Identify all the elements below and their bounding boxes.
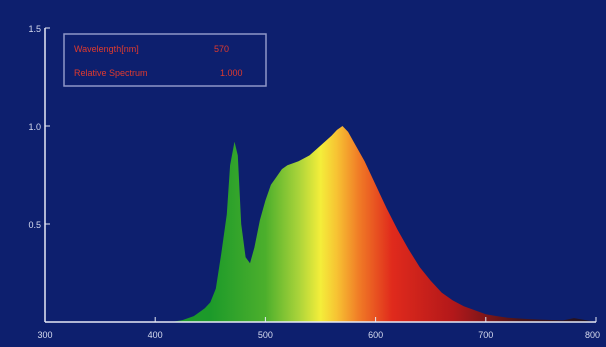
x-tick-labels: 300 400 500 600 700 800 xyxy=(37,317,600,340)
x-tick-label: 400 xyxy=(148,330,163,340)
x-tick-label: 500 xyxy=(258,330,273,340)
spectrum-value: 1.000 xyxy=(220,68,243,78)
x-tick-label: 300 xyxy=(37,330,52,340)
y-tick-label: 1.0 xyxy=(28,122,41,132)
wavelength-label: Wavelength[nm] xyxy=(74,44,139,54)
y-tick-labels: 0.5 1.0 1.5 xyxy=(28,24,50,230)
spectrum-area xyxy=(171,126,596,322)
plot-area xyxy=(171,126,596,322)
x-tick-label: 600 xyxy=(368,330,383,340)
x-tick-label: 800 xyxy=(585,330,600,340)
wavelength-value: 570 xyxy=(214,44,229,54)
y-tick-label: 0.5 xyxy=(28,220,41,230)
readout-frame xyxy=(63,33,267,87)
x-tick-label: 700 xyxy=(478,330,493,340)
y-tick-label: 1.5 xyxy=(28,24,41,34)
readout-box: Wavelength[nm] 570 Relative Spectrum 1.0… xyxy=(63,33,267,87)
spectrum-label: Relative Spectrum xyxy=(74,68,148,78)
